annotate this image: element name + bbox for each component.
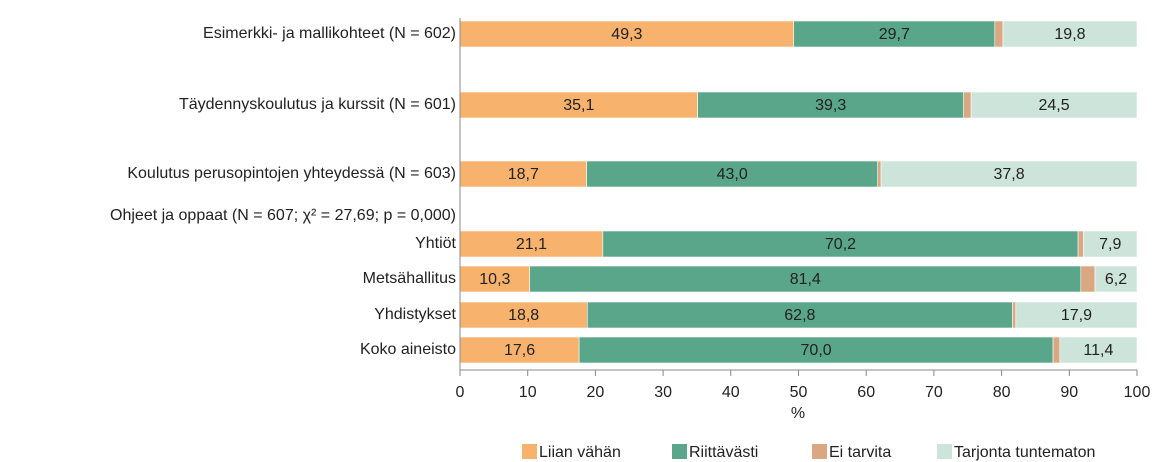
category-label: Yhtiöt xyxy=(415,235,456,252)
bar-segment xyxy=(1012,301,1017,329)
bar-segment xyxy=(459,160,587,188)
value-label: 17,9 xyxy=(1061,307,1092,324)
legend-label: Liian vähän xyxy=(539,444,621,461)
x-tick-label: 20 xyxy=(587,384,605,401)
value-label: 7,9 xyxy=(1099,236,1121,253)
bar-segment xyxy=(586,301,1013,329)
category-label: Yhdistykset xyxy=(374,306,456,323)
bar-segment xyxy=(877,160,882,188)
value-label: 29,7 xyxy=(879,26,910,43)
category-label: Koko aineisto xyxy=(360,341,456,358)
value-label: 18,8 xyxy=(508,307,539,324)
bar-segment xyxy=(994,20,1004,48)
legend-swatch xyxy=(522,444,537,459)
x-tick-label: 100 xyxy=(1124,384,1151,401)
bar-segment xyxy=(963,91,972,119)
value-label: 70,2 xyxy=(825,236,856,253)
value-label: 10,3 xyxy=(479,271,510,288)
bar-segment xyxy=(578,336,1054,364)
x-tick-label: 70 xyxy=(925,384,943,401)
bar-segment xyxy=(1077,230,1084,258)
x-tick-label: 30 xyxy=(654,384,672,401)
value-label: 19,8 xyxy=(1054,26,1085,43)
legend-label: Tarjonta tuntematon xyxy=(954,444,1095,461)
bar-segment xyxy=(697,91,964,119)
category-label: Koulutus perusopintojen yhteydessä (N = … xyxy=(127,165,456,182)
legend-label: Ei tarvita xyxy=(829,444,891,461)
legend-label: Riittävästi xyxy=(689,444,758,461)
value-label: 17,6 xyxy=(504,342,535,359)
value-label: 62,8 xyxy=(784,307,815,324)
x-tick-label: 0 xyxy=(456,384,465,401)
bar-segment xyxy=(459,265,531,293)
x-tick-label: 50 xyxy=(790,384,808,401)
value-label: 39,3 xyxy=(815,97,846,114)
value-label: 81,4 xyxy=(790,271,821,288)
bar-segment xyxy=(459,20,795,48)
category-label: Esimerkki- ja mallikohteet (N = 602) xyxy=(203,25,456,42)
x-tick-label: 60 xyxy=(857,384,875,401)
value-label: 6,2 xyxy=(1105,271,1127,288)
bar-segment xyxy=(529,265,1082,293)
bar-segment xyxy=(459,230,604,258)
value-label: 11,4 xyxy=(1083,342,1113,359)
value-label: 35,1 xyxy=(563,97,594,114)
value-label: 37,8 xyxy=(993,166,1024,183)
x-tick-label: 40 xyxy=(722,384,740,401)
bar-segment xyxy=(1002,20,1138,48)
category-label: Metsähallitus xyxy=(363,270,456,287)
value-label: 49,3 xyxy=(611,26,642,43)
x-tick-label: 90 xyxy=(1060,384,1078,401)
value-label: 18,7 xyxy=(508,166,539,183)
bar-segment xyxy=(1052,336,1061,364)
bar-segment xyxy=(880,160,1138,188)
value-label: 43,0 xyxy=(717,166,748,183)
legend-swatch xyxy=(937,444,952,459)
bar-segment xyxy=(1094,265,1138,293)
legend-swatch xyxy=(812,444,827,459)
bar-segment xyxy=(1080,265,1096,293)
bar-segment xyxy=(793,20,996,48)
bar-segment xyxy=(970,91,1138,119)
bar-segment xyxy=(1083,230,1138,258)
bar-segment xyxy=(1059,336,1138,364)
x-axis-label: % xyxy=(791,405,805,422)
value-label: 24,5 xyxy=(1038,97,1069,114)
bar-segment xyxy=(459,336,580,364)
bar-segment xyxy=(1015,301,1138,329)
x-tick-label: 10 xyxy=(519,384,537,401)
value-label: 21,1 xyxy=(516,236,547,253)
category-label: Täydennyskoulutus ja kurssit (N = 601) xyxy=(179,96,456,113)
legend-swatch xyxy=(672,444,687,459)
bar-segment xyxy=(586,160,879,188)
x-tick-label: 80 xyxy=(993,384,1011,401)
category-label: Ohjeet ja oppaat (N = 607; χ² = 27,69; p… xyxy=(110,207,456,224)
value-label: 70,0 xyxy=(801,342,832,359)
bar-segment xyxy=(459,91,698,119)
